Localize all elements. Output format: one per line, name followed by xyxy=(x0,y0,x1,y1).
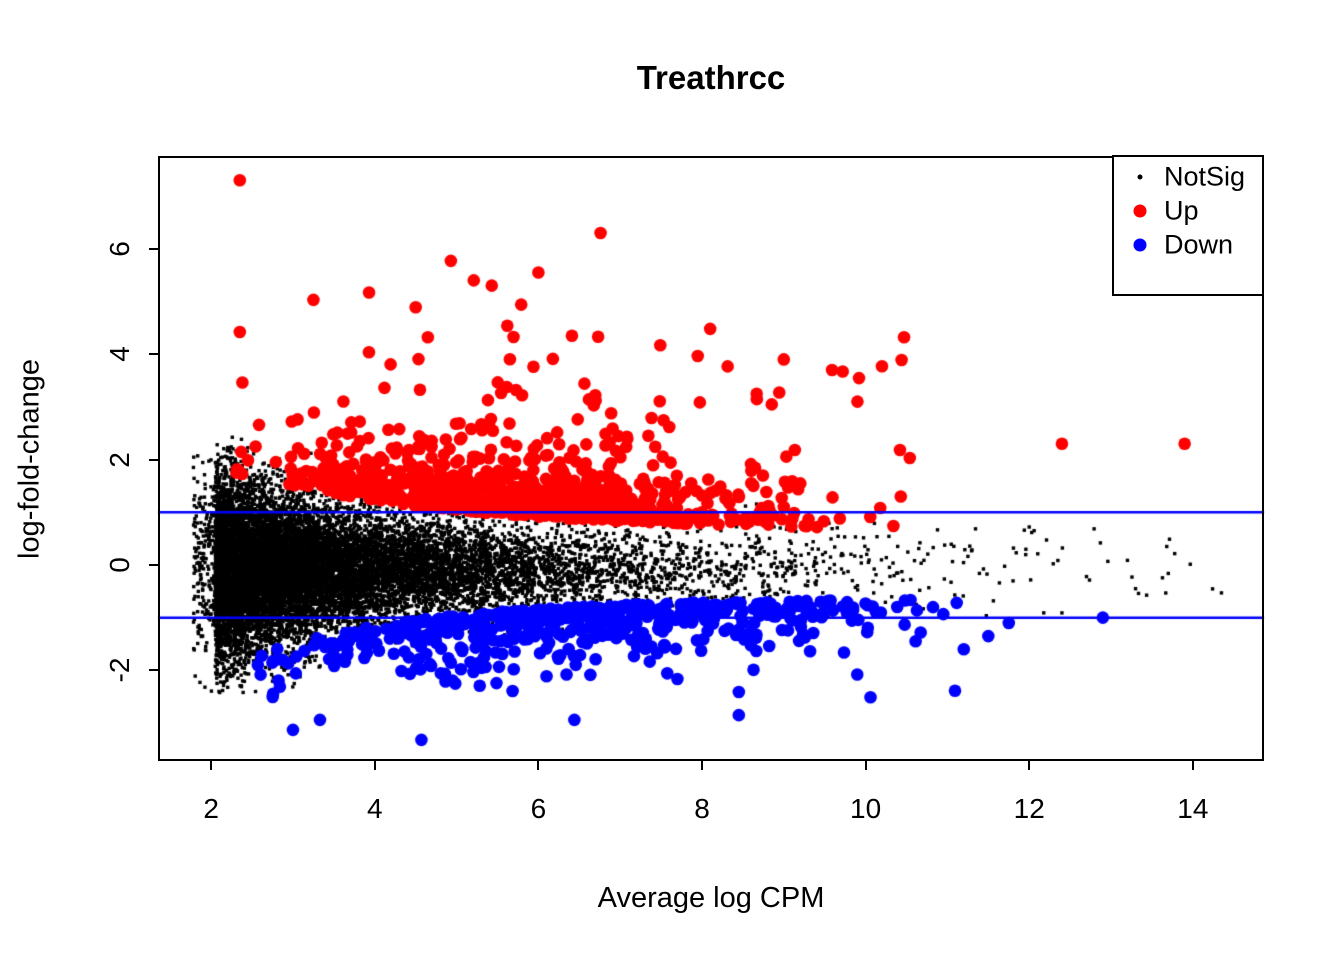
y-tick-mark xyxy=(149,247,158,250)
x-tick-mark xyxy=(1028,761,1031,770)
x-tick-label: 2 xyxy=(203,793,219,824)
x-tick-mark xyxy=(701,761,703,770)
legend-label-notsig: NotSig xyxy=(1164,161,1246,192)
legend-label-up: Up xyxy=(1164,195,1199,226)
chart-title: Treathrcc xyxy=(636,59,786,96)
x-tick-label: 14 xyxy=(1177,793,1209,824)
x-tick-label: 10 xyxy=(850,793,882,824)
down-marker-icon xyxy=(1133,238,1147,252)
y-tick-label: 0 xyxy=(104,557,135,573)
x-tick-label: 6 xyxy=(530,793,547,824)
x-tick-mark xyxy=(1191,761,1194,770)
y-tick-label: 2 xyxy=(104,451,135,468)
notsig-marker-icon xyxy=(1137,174,1143,180)
y-tick-label: -2 xyxy=(104,657,135,683)
y-tick-label: 4 xyxy=(104,346,135,362)
y-axis-title: log-fold-change xyxy=(13,359,46,559)
up-marker-icon xyxy=(1133,204,1147,218)
legend-box: NotSig Up Down xyxy=(1112,155,1264,296)
y-tick-mark xyxy=(149,563,158,566)
x-tick-label: 8 xyxy=(694,793,710,824)
legend-row-notsig: NotSig xyxy=(1114,160,1262,194)
legend-row-down: Down xyxy=(1114,228,1262,262)
x-tick-label: 4 xyxy=(366,793,383,824)
x-tick-label: 12 xyxy=(1013,793,1045,824)
y-tick-mark xyxy=(149,353,158,356)
y-tick-label: 6 xyxy=(104,240,135,257)
legend-row-up: Up xyxy=(1114,194,1262,228)
x-tick-mark xyxy=(373,761,376,770)
x-tick-mark xyxy=(864,761,867,770)
x-tick-mark xyxy=(537,761,540,770)
x-axis-title: Average log CPM xyxy=(597,882,825,914)
y-tick-mark xyxy=(149,458,158,461)
y-tick-mark xyxy=(149,669,158,672)
legend-label-down: Down xyxy=(1164,229,1234,260)
x-tick-mark xyxy=(210,761,213,770)
